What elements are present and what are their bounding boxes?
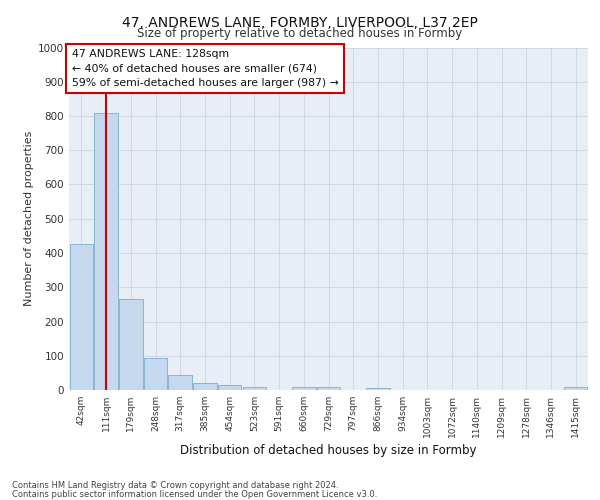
Text: 47, ANDREWS LANE, FORMBY, LIVERPOOL, L37 2EP: 47, ANDREWS LANE, FORMBY, LIVERPOOL, L37…: [122, 16, 478, 30]
Bar: [169, 376, 192, 390]
Text: Size of property relative to detached houses in Formby: Size of property relative to detached ho…: [137, 28, 463, 40]
Text: 47 ANDREWS LANE: 128sqm
← 40% of detached houses are smaller (674)
59% of semi-d: 47 ANDREWS LANE: 128sqm ← 40% of detache…: [71, 49, 338, 88]
Bar: [292, 386, 316, 390]
Bar: [317, 388, 340, 390]
X-axis label: Distribution of detached houses by size in Formby: Distribution of detached houses by size …: [180, 444, 477, 457]
Text: Contains HM Land Registry data © Crown copyright and database right 2024.: Contains HM Land Registry data © Crown c…: [12, 481, 338, 490]
Bar: [144, 358, 167, 390]
Bar: [193, 383, 217, 390]
Bar: [119, 299, 143, 390]
Bar: [242, 386, 266, 390]
Text: Contains public sector information licensed under the Open Government Licence v3: Contains public sector information licen…: [12, 490, 377, 499]
Y-axis label: Number of detached properties: Number of detached properties: [24, 131, 34, 306]
Bar: [218, 385, 241, 390]
Bar: [564, 388, 587, 390]
Bar: [94, 112, 118, 390]
Bar: [70, 244, 93, 390]
Bar: [366, 388, 389, 390]
